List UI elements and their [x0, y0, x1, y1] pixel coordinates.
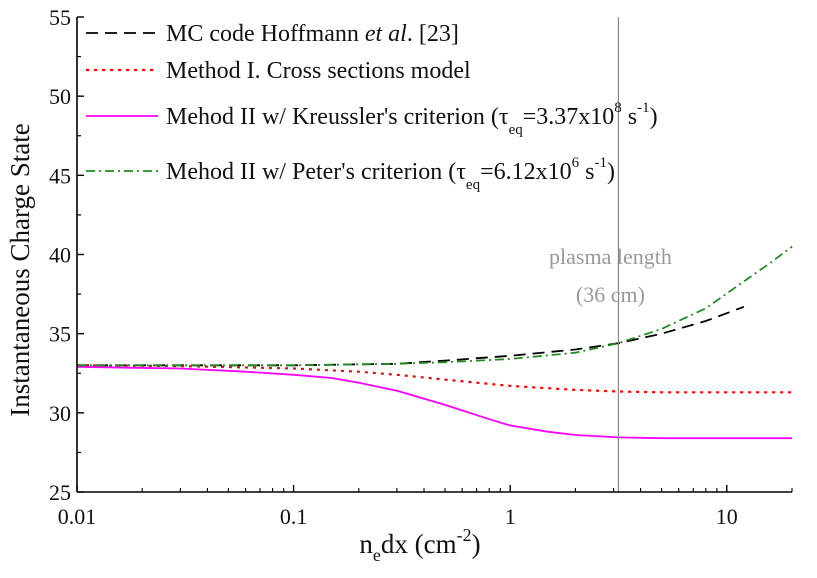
legend-label-part: τ — [456, 159, 466, 185]
legend-label-3: Mehod II w/ Kreussler's criterion (τeq=3… — [166, 100, 658, 138]
series-line-3 — [76, 366, 792, 440]
plasma-length-annotation-value: (36 cm) — [576, 282, 645, 307]
legend-label-part: Mehod II w/ Peter's criterion ( — [166, 159, 456, 185]
legend-label-part: Mehod II w/ Kreussler's criterion ( — [166, 104, 499, 130]
legend-label-part: -1 — [594, 155, 607, 171]
legend-label-4: Mehod II w/ Peter's criterion (τeq=6.12x… — [166, 155, 615, 193]
y-tick-label: 35 — [49, 322, 71, 347]
x-axis-label-sup: -2 — [457, 525, 472, 545]
legend-label-part: s — [579, 159, 594, 185]
series-line-2 — [76, 364, 792, 394]
y-tick-label: 55 — [49, 5, 71, 30]
x-tick-label: 0.01 — [58, 504, 97, 529]
legend-label-part: -1 — [637, 100, 650, 116]
y-axis-label: Instantaneous Charge State — [5, 123, 35, 416]
x-axis-label-main: n — [359, 529, 373, 559]
legend-label-part: Method I. Cross sections model — [166, 58, 471, 84]
legend-label-part: eq — [466, 177, 481, 193]
legend-label-part: 8 — [614, 100, 622, 116]
legend-label-1: MC code Hoffmann et al. [23] — [166, 21, 459, 47]
x-tick-label: 10 — [716, 504, 738, 529]
axes-layer: 25 30 35 40 45 50 55 0.01 0.1 1 10 — [49, 5, 793, 529]
legend-label-part: =6.12x10 — [480, 159, 572, 185]
legend-label-part: et al — [365, 21, 407, 47]
series-line-1 — [77, 305, 745, 367]
x-axis-label-sub: e — [373, 545, 381, 565]
plot-lines — [76, 245, 793, 440]
x-tick-label: 0.1 — [280, 504, 308, 529]
legend-label-part: ) — [650, 104, 658, 130]
legend-label-part: eq — [509, 122, 524, 138]
legend-label-2: Method I. Cross sections model — [166, 58, 471, 84]
legend-label-part: . [23] — [407, 21, 459, 47]
legend-label-part: 6 — [572, 155, 580, 171]
y-tick-label: 40 — [49, 243, 71, 268]
legend-label-part: ) — [607, 159, 615, 185]
annotation-layer: plasma length (36 cm) — [549, 17, 672, 492]
y-tick-label: 50 — [49, 84, 71, 109]
x-tick-label: 1 — [505, 504, 516, 529]
x-axis-label-rest: dx (cm — [381, 529, 457, 559]
plasma-length-annotation: plasma length — [549, 244, 672, 269]
y-tick-label: 45 — [49, 163, 71, 188]
legend-label-part: MC code Hoffmann — [166, 21, 365, 47]
x-axis-label: nedx (cm-2) — [359, 525, 480, 565]
x-axis-label-close: ) — [472, 529, 481, 559]
legend-label-part: τ — [499, 104, 509, 130]
y-tick-label: 30 — [49, 401, 71, 426]
legend-label-part: =3.37x10 — [523, 104, 615, 130]
y-tick-label: 25 — [49, 480, 71, 505]
series-line-4 — [77, 245, 793, 367]
legend: MC code Hoffmann et al. [23] Method I. Cr… — [86, 21, 658, 193]
legend-label-part: s — [622, 104, 637, 130]
